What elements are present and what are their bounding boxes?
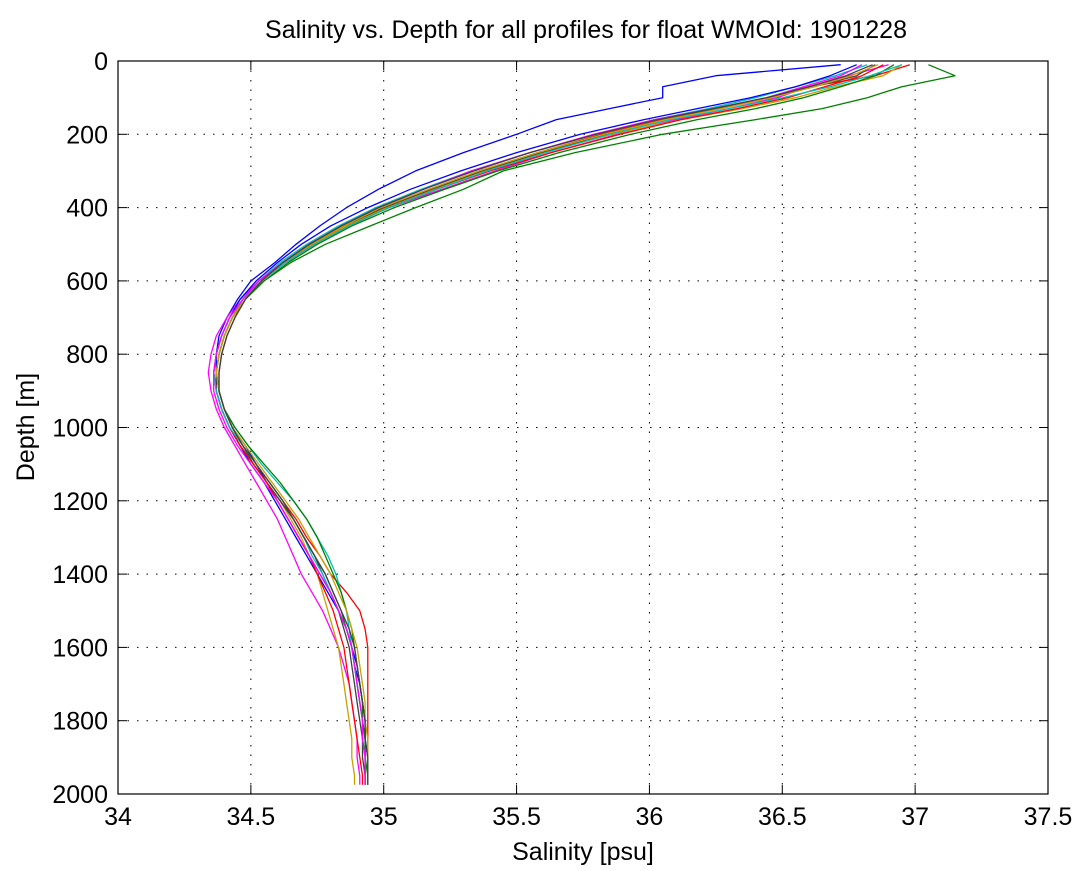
x-tick-label: 36.5 (758, 803, 807, 831)
y-axis-label: Depth [m] (12, 373, 40, 481)
x-tick-label: 37.5 (1024, 803, 1073, 831)
x-axis-label: Salinity [psu] (512, 838, 654, 866)
y-tick-label: 1600 (52, 634, 108, 662)
x-tick-label: 37 (901, 803, 929, 831)
x-tick-label: 34 (104, 803, 132, 831)
chart-title: Salinity vs. Depth for all profiles for … (265, 16, 907, 44)
y-axis-tick-labels: 0 200 400 600 800 1000 1200 1400 1600 1800 2000 (52, 48, 108, 809)
y-tick-label: 0 (94, 48, 108, 76)
y-tick-label: 600 (66, 268, 108, 296)
y-tick-label: 800 (66, 341, 108, 369)
x-tick-label: 35.5 (492, 803, 541, 831)
x-tick-label: 35 (370, 803, 398, 831)
x-tick-label: 34.5 (227, 803, 276, 831)
profile-line-14 (218, 64, 873, 785)
y-tick-label: 400 (66, 195, 108, 223)
y-tick-label: 200 (66, 121, 108, 149)
y-tick-label: 1800 (52, 708, 108, 736)
y-tick-label: 1000 (52, 415, 108, 443)
y-tick-label: 1200 (52, 488, 108, 516)
profile-series (207, 64, 956, 785)
y-tick-label: 1400 (52, 561, 108, 589)
x-tick-label: 36 (636, 803, 664, 831)
y-tick-label: 2000 (52, 781, 108, 809)
axis-ticks (117, 60, 1049, 795)
x-axis-tick-labels: 34 34.5 35 35.5 36 36.5 37 37.5 (104, 803, 1072, 831)
